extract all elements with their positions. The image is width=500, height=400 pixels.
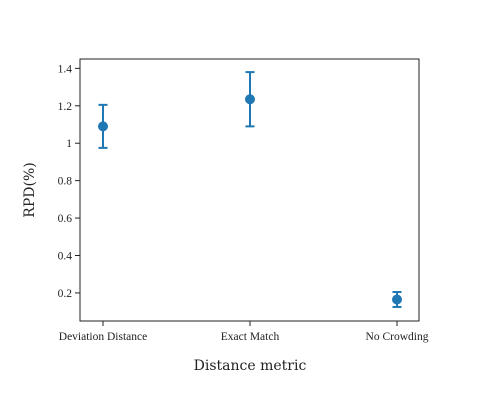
data-point xyxy=(245,94,255,105)
y-tick-label: 0.6 xyxy=(58,213,73,225)
y-tick-label: 0.8 xyxy=(58,176,73,188)
x-tick-label: No Crowding xyxy=(366,331,429,343)
data-point xyxy=(98,121,108,132)
data-point xyxy=(392,294,402,305)
data-points xyxy=(98,71,402,308)
x-tick-label: Exact Match xyxy=(221,331,280,343)
y-tick-label: 1 xyxy=(66,138,72,150)
y-axis-ticks: 0.2 0.4 0.6 0.8 1 1.2 1.4 xyxy=(58,63,80,300)
y-axis-label: RPD(%) xyxy=(22,162,38,217)
y-tick-label: 0.2 xyxy=(58,288,73,300)
x-axis-ticks: Deviation Distance Exact Match No Crowding xyxy=(59,321,429,343)
y-tick-label: 0.4 xyxy=(58,251,73,263)
x-tick-label: Deviation Distance xyxy=(59,331,147,343)
y-tick-label: 1.2 xyxy=(58,101,73,113)
y-tick-label: 1.4 xyxy=(58,63,73,75)
x-axis-label: Distance metric xyxy=(194,358,307,374)
